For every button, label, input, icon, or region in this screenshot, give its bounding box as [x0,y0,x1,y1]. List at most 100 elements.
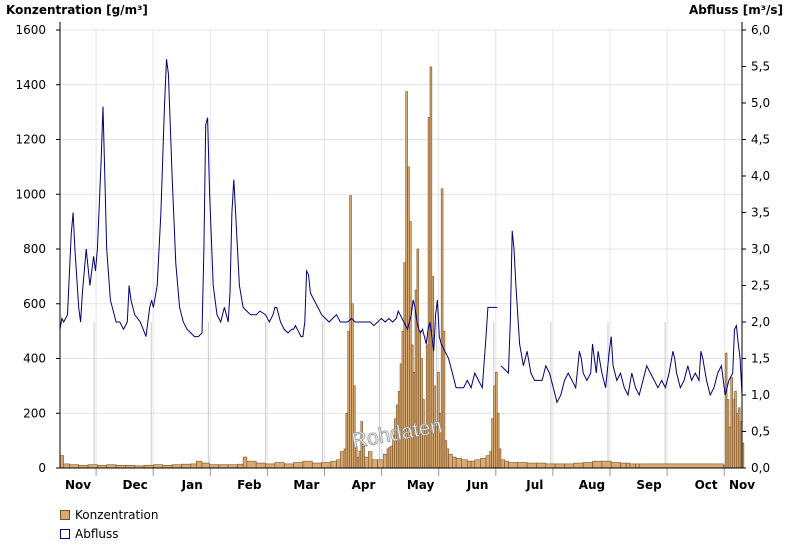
concentration-bar [564,463,575,469]
y-tick-label-right: 0,5 [751,425,770,439]
concentration-bar [500,459,506,469]
concentration-bar [181,463,192,469]
y-axis-right-label: Abfluss [m³/s] [689,3,783,17]
x-tick-label-month: Apr [352,478,376,492]
concentration-bar [620,462,627,469]
concentration-bar [545,463,556,469]
legend-label-discharge: Abfluss [75,526,119,541]
concentration-bar [371,459,378,469]
x-tick-label-month: Sep [636,478,662,492]
concentration-bar [63,463,70,469]
discharge-line-segment [59,59,498,390]
concentration-bar [255,462,266,469]
concentration-bar [196,460,203,469]
legend-swatch-concentration [60,509,70,520]
concentration-bar [592,460,603,469]
legend-swatch-discharge [60,528,70,539]
concentration-bar [470,460,476,469]
y-tick-label-left: 800 [23,242,46,256]
y-tick-label-right: 0,0 [751,461,770,475]
x-tick-label-month: Aug [579,478,605,492]
y-tick-label-right: 3,0 [751,242,770,256]
concentration-bar [554,463,565,469]
chart-grid [60,29,742,469]
concentration-bar [582,462,593,469]
concentration-bar [467,460,472,469]
y-tick-label-left: 0 [38,461,46,475]
y-tick-label-right: 4,0 [751,169,770,183]
concentration-bar [461,459,468,469]
x-tick-label-month: Nov [65,478,91,492]
concentration-bar [573,462,584,469]
concentration-bar [601,460,612,469]
chart-legend: Konzentration Abfluss [60,505,158,543]
concentration-bar [474,459,481,469]
concentration-bar [302,460,313,469]
x-tick-label-month: Dec [122,478,147,492]
concentration-bar [201,462,210,469]
concentration-bar [382,454,388,469]
concentration-bar [517,462,528,469]
y-tick-label-right: 2,0 [751,315,770,329]
concentration-bar [638,463,724,469]
discharge-line [59,59,743,404]
concentration-bar [368,451,373,469]
y-tick-label-left: 200 [23,406,46,420]
concentration-bar [274,462,285,469]
concentration-bar [321,462,332,469]
concentration-bar [283,463,294,469]
legend-item-discharge: Abfluss [60,524,158,543]
concentration-bar [480,458,487,469]
x-tick-label-month: Jul [525,478,543,492]
concentration-bar [237,463,244,469]
y-tick-label-left: 600 [23,297,46,311]
x-tick-label-month: Mar [293,478,319,492]
y-tick-label-right: 1,0 [751,388,770,402]
concentration-bar [293,462,304,469]
x-tick-label-month: Jan [181,478,203,492]
concentration-bar [455,458,463,469]
x-tick-label-month: Nov [729,478,755,492]
concentration-bar [508,462,519,469]
y-tick-label-left: 1000 [15,187,46,201]
x-tick-label-month: Jun [466,478,489,492]
concentration-bar [311,462,322,469]
concentration-bar [610,462,621,469]
concentration-bars [59,66,745,469]
concentration-bar [504,460,509,469]
concentration-bar [364,456,369,469]
x-tick-label-month: May [407,478,435,492]
x-tick-label-month: Oct [695,478,718,492]
y-tick-label-left: 400 [23,352,46,366]
concentration-bar [377,459,384,469]
y-tick-label-left: 1200 [15,133,46,147]
y-tick-label-right: 5,5 [751,60,770,74]
y-tick-label-right: 5,0 [751,96,770,110]
concentration-bar [336,459,341,469]
concentration-bar [330,460,337,469]
y-axis-left-label: Konzentration [g/m³] [6,3,148,17]
chart-axes: 0 200 400 600 800 1000 1200 1400 1600 0,0 0,5 1,0 1,… [15,22,770,492]
concentration-bar [629,463,636,469]
x-tick-label-month: Feb [237,478,262,492]
y-tick-label-right: 4,5 [751,133,770,147]
y-tick-label-right: 6,0 [751,23,770,37]
concentration-bar [246,460,257,469]
concentration-bar [242,456,248,469]
concentration-bar [625,462,631,469]
legend-item-concentration: Konzentration [60,505,158,524]
concentration-bar [59,455,65,469]
concentration-bar [452,456,457,469]
discharge-line-segment [500,230,743,404]
concentration-bar [190,463,197,469]
y-tick-label-left: 1400 [15,78,46,92]
y-tick-label-right: 2,5 [751,279,770,293]
concentration-bar [339,451,345,469]
y-tick-label-right: 1,5 [751,352,770,366]
concentration-bar [635,463,640,469]
concentration-bar [448,454,453,469]
concentration-bar [526,462,537,469]
concentration-bar [485,455,491,469]
y-tick-label-left: 1600 [15,23,46,37]
